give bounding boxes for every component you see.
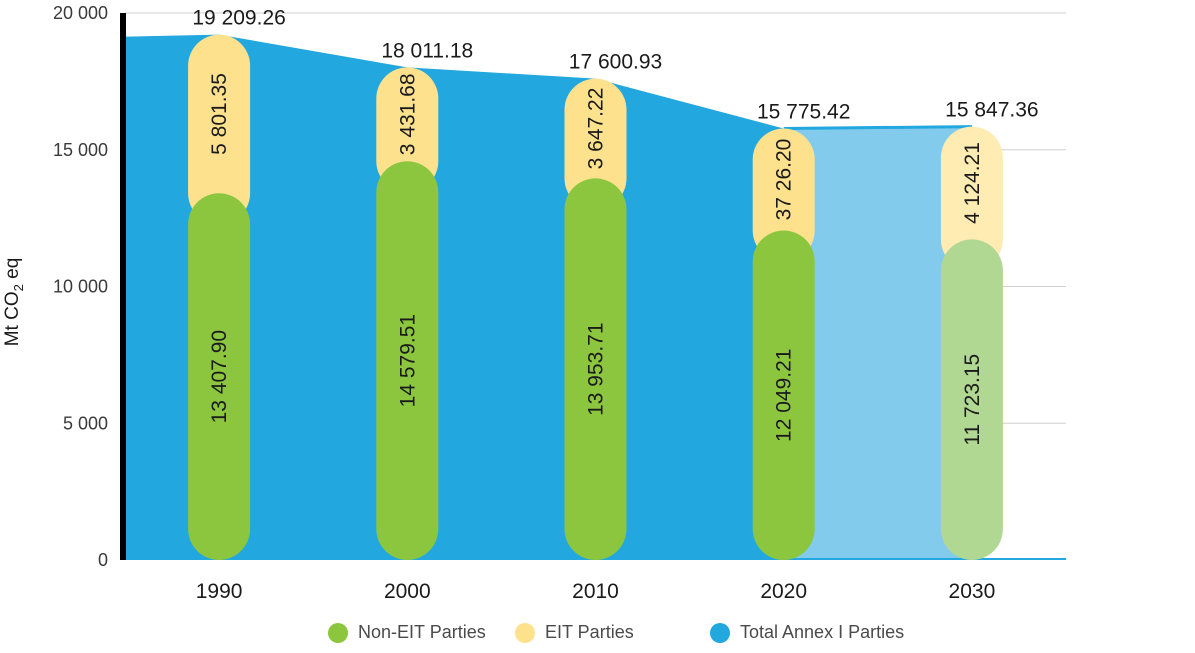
bar-non-eit <box>752 230 815 560</box>
total-label: 18 011.18 <box>381 39 473 62</box>
bar-eit <box>564 78 627 210</box>
total-label: 19 209.26 <box>192 7 285 30</box>
total-label: 15 775.42 <box>757 101 850 124</box>
bar-eit <box>376 67 439 193</box>
y-tick-label: 5 000 <box>63 413 108 433</box>
bar-label-eit: 37 26.20 <box>773 139 796 221</box>
x-tick-label: 2010 <box>572 580 619 603</box>
y-tick-label: 0 <box>98 550 108 570</box>
bar-label-non-eit: 13 953.71 <box>585 322 608 415</box>
total-area-projected <box>783 126 972 560</box>
x-tick-label: 2030 <box>949 580 996 603</box>
legend-label: Total Annex I Parties <box>740 622 905 642</box>
y-tick-label: 20 000 <box>53 3 108 23</box>
bar-label-non-eit: 11 723.15 <box>961 354 984 446</box>
y-axis-label: Mt CO2 eq <box>2 258 26 347</box>
bar-label-eit: 3 431.68 <box>396 73 419 155</box>
legend-label: Non-EIT Parties <box>358 622 486 642</box>
legend-label: EIT Parties <box>545 622 634 642</box>
labels: 13 407.90 5 801.35 19 209.26 14 579.51 3 431… <box>192 7 1038 446</box>
x-tick-label: 2000 <box>384 580 431 603</box>
bar-non-eit <box>376 161 439 560</box>
bars <box>188 34 1003 561</box>
chart: 13 407.90 5 801.35 19 209.26 14 579.51 3 431… <box>2 3 1066 603</box>
x-tick-label: 1990 <box>196 580 243 603</box>
legend-item-eit: EIT Parties <box>515 622 634 643</box>
legend-item-total: Total Annex I Parties <box>710 622 904 643</box>
bar-eit <box>752 128 815 262</box>
axes: 0 5 000 10 000 15 000 20 000 1990 2000 2010 2020… <box>53 3 995 603</box>
y-tick-label: 15 000 <box>53 140 108 160</box>
bar-label-eit: 5 801.35 <box>208 73 231 155</box>
bar-label-non-eit: 14 579.51 <box>396 314 419 407</box>
legend-dot-total <box>710 622 730 643</box>
legend-dot-eit <box>515 622 535 643</box>
total-label: 17 600.93 <box>569 51 662 74</box>
legend: Non-EIT Parties EIT Parties Total Annex … <box>0 622 1195 652</box>
total-label: 15 847.36 <box>945 99 1038 122</box>
bar-eit <box>188 34 251 225</box>
bar-non-eit <box>564 178 627 560</box>
legend-item-non-eit: Non-EIT Parties <box>328 622 486 643</box>
y-tick-label: 10 000 <box>53 277 108 297</box>
bar-non-eit <box>940 239 1003 561</box>
bar-non-eit <box>188 193 251 560</box>
bar-label-eit: 3 647.22 <box>585 88 608 170</box>
total-line-projected <box>783 125 972 131</box>
bar-label-non-eit: 12 049.21 <box>773 349 796 442</box>
y-axis-line <box>120 13 126 560</box>
bar-eit <box>940 126 1003 271</box>
x-tick-label: 2020 <box>760 580 807 603</box>
legend-dot-non-eit <box>328 622 348 643</box>
bar-label-non-eit: 13 407.90 <box>208 330 231 423</box>
bar-label-eit: 4 124.21 <box>961 142 984 224</box>
